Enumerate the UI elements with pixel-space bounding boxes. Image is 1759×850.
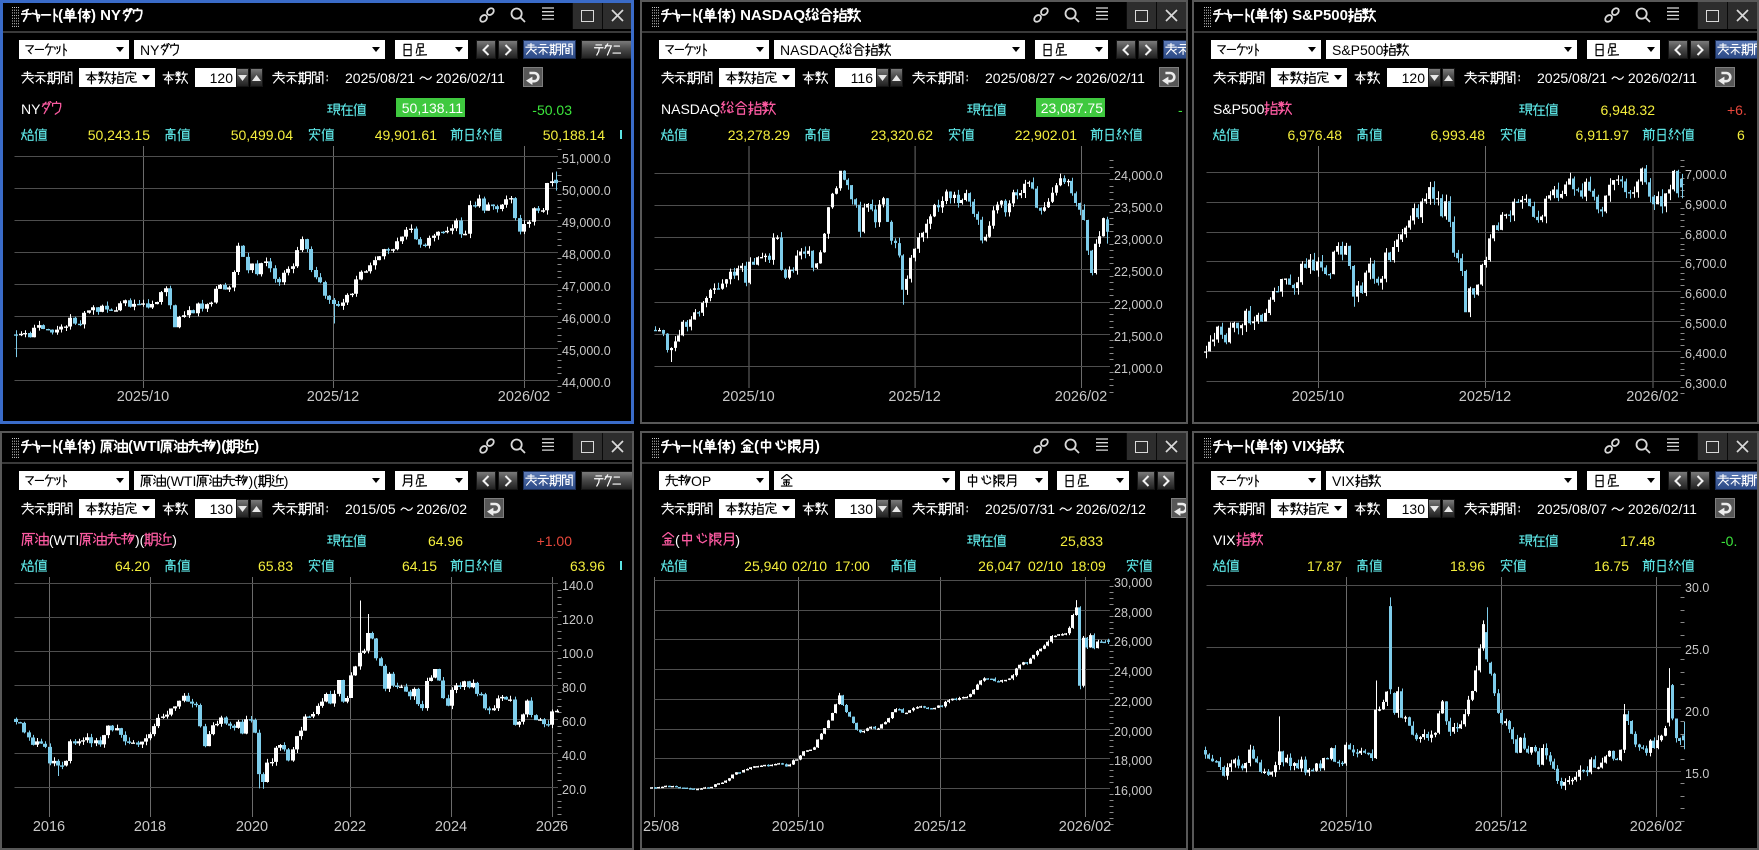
svg-text:2020: 2020 xyxy=(236,819,268,835)
svg-text:24,000.0: 24,000.0 xyxy=(1114,169,1163,183)
svg-text:2018: 2018 xyxy=(134,819,166,835)
svg-text:6,800.0: 6,800.0 xyxy=(1685,228,1727,242)
svg-text:2024: 2024 xyxy=(435,819,467,835)
svg-text:23,500.0: 23,500.0 xyxy=(1114,201,1163,215)
svg-text:48,000.0: 48,000.0 xyxy=(562,248,611,262)
svg-text:2025/12: 2025/12 xyxy=(1459,389,1511,405)
svg-text:2026/02: 2026/02 xyxy=(1055,389,1107,405)
svg-text:2025/10: 2025/10 xyxy=(772,819,824,835)
svg-text:2025/12: 2025/12 xyxy=(307,389,359,405)
svg-text:20,000: 20,000 xyxy=(1114,725,1152,739)
svg-text:22,000: 22,000 xyxy=(1114,695,1152,709)
svg-text:21,000.0: 21,000.0 xyxy=(1114,362,1163,376)
svg-text:21,500.0: 21,500.0 xyxy=(1114,330,1163,344)
svg-text:2025/12: 2025/12 xyxy=(914,819,966,835)
svg-text:6,900.0: 6,900.0 xyxy=(1685,198,1727,212)
svg-text:80.0: 80.0 xyxy=(562,681,586,695)
svg-text:2026/02: 2026/02 xyxy=(498,389,550,405)
svg-text:2026/02: 2026/02 xyxy=(1059,819,1111,835)
svg-text:2026/02: 2026/02 xyxy=(1626,389,1678,405)
svg-text:2025/10: 2025/10 xyxy=(1320,819,1372,835)
svg-text:6,300.0: 6,300.0 xyxy=(1685,377,1727,391)
svg-text:47,000.0: 47,000.0 xyxy=(562,280,611,294)
svg-text:25/08: 25/08 xyxy=(643,819,679,835)
svg-text:50,000.0: 50,000.0 xyxy=(562,184,611,198)
svg-text:30.0: 30.0 xyxy=(1685,581,1709,595)
svg-text:6,700.0: 6,700.0 xyxy=(1685,257,1727,271)
svg-text:140.0: 140.0 xyxy=(562,579,593,593)
svg-text:2025/10: 2025/10 xyxy=(1292,389,1344,405)
svg-text:6,400.0: 6,400.0 xyxy=(1685,347,1727,361)
svg-text:60.0: 60.0 xyxy=(562,715,586,729)
svg-text:40.0: 40.0 xyxy=(562,749,586,763)
svg-text:6,600.0: 6,600.0 xyxy=(1685,287,1727,301)
svg-text:2022: 2022 xyxy=(334,819,366,835)
svg-text:49,000.0: 49,000.0 xyxy=(562,216,611,230)
svg-text:100.0: 100.0 xyxy=(562,647,593,661)
svg-text:24,000: 24,000 xyxy=(1114,665,1152,679)
svg-text:16,000: 16,000 xyxy=(1114,784,1152,798)
svg-text:45,000.0: 45,000.0 xyxy=(562,344,611,358)
svg-text:7,000.0: 7,000.0 xyxy=(1685,168,1727,182)
svg-text:20.0: 20.0 xyxy=(1685,705,1709,719)
svg-text:6,500.0: 6,500.0 xyxy=(1685,317,1727,331)
svg-text:44,000.0: 44,000.0 xyxy=(562,376,611,390)
svg-text:25.0: 25.0 xyxy=(1685,643,1709,657)
svg-text:2025/12: 2025/12 xyxy=(1475,819,1527,835)
svg-text:28,000: 28,000 xyxy=(1114,606,1152,620)
svg-text:20.0: 20.0 xyxy=(562,783,586,797)
svg-text:26,000: 26,000 xyxy=(1114,635,1152,649)
svg-text:2016: 2016 xyxy=(33,819,65,835)
svg-text:2025/10: 2025/10 xyxy=(117,389,169,405)
svg-text:15.0: 15.0 xyxy=(1685,767,1709,781)
svg-text:46,000.0: 46,000.0 xyxy=(562,312,611,326)
svg-text:2025/12: 2025/12 xyxy=(888,389,940,405)
svg-text:2025/10: 2025/10 xyxy=(722,389,774,405)
svg-text:18,000: 18,000 xyxy=(1114,754,1152,768)
svg-text:2026/02: 2026/02 xyxy=(1630,819,1682,835)
svg-text:120.0: 120.0 xyxy=(562,613,593,627)
svg-text:22,500.0: 22,500.0 xyxy=(1114,265,1163,279)
svg-text:2026: 2026 xyxy=(536,819,568,835)
svg-text:30,000: 30,000 xyxy=(1114,576,1152,590)
svg-text:51,000.0: 51,000.0 xyxy=(562,152,611,166)
svg-text:23,000.0: 23,000.0 xyxy=(1114,233,1163,247)
svg-text:22,000.0: 22,000.0 xyxy=(1114,298,1163,312)
